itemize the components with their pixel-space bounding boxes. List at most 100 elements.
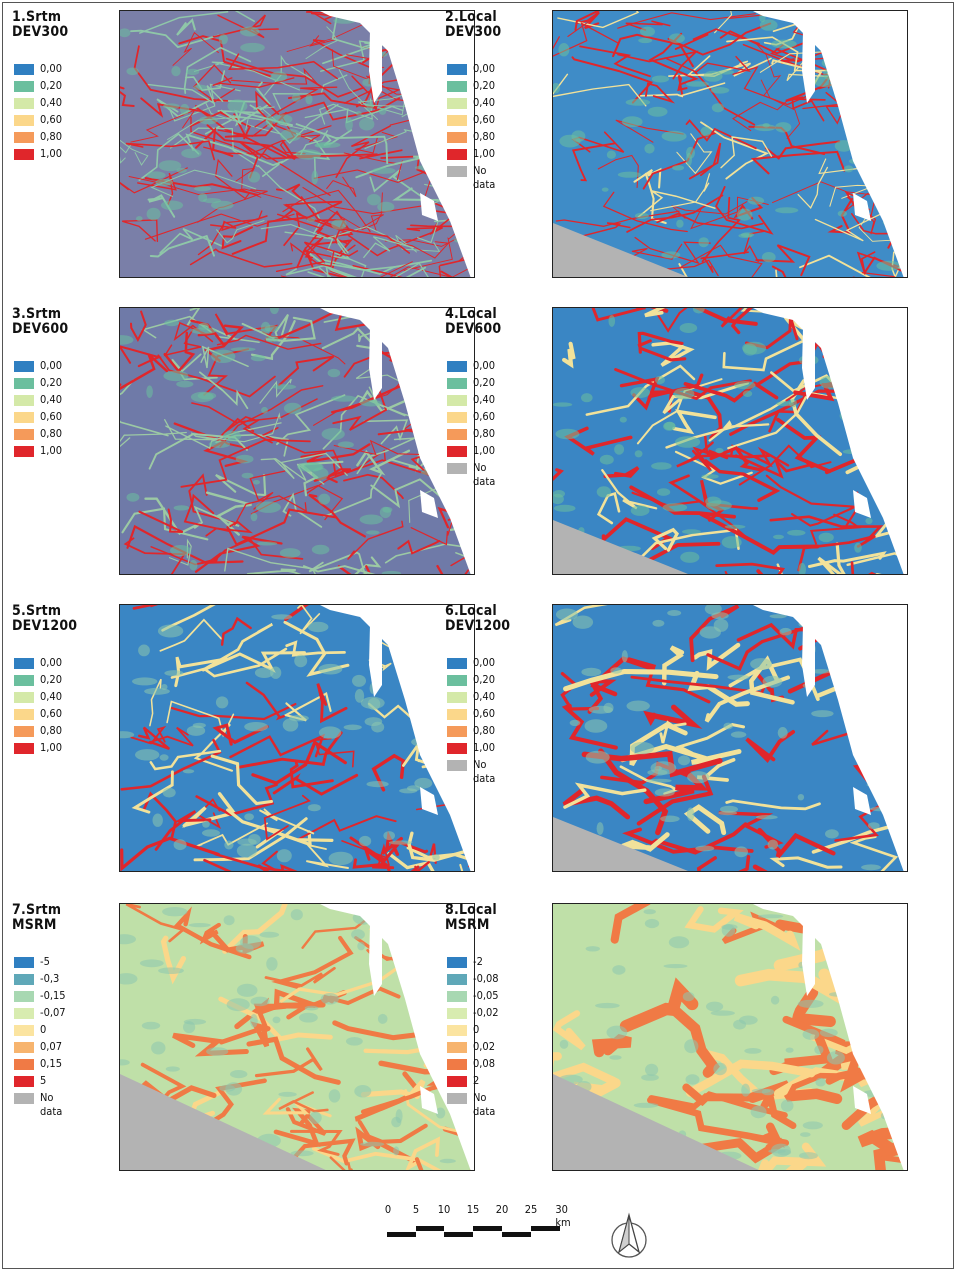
legend-label: 0: [40, 1023, 47, 1036]
legend-swatch: [447, 395, 467, 406]
legend-swatch: [447, 1093, 467, 1104]
panel-title: 7.Srtm MSRM: [12, 902, 62, 933]
legend-swatch: [14, 957, 34, 968]
legend-label: 1,00: [40, 741, 63, 754]
terrain-raster: [120, 605, 474, 871]
map-frame: [552, 604, 908, 872]
legend-label: 0,00: [40, 359, 63, 372]
legend-swatch: [447, 98, 467, 109]
legend-swatch: [14, 446, 34, 457]
legend-label: 0,20: [473, 673, 496, 686]
legend-swatch: [14, 726, 34, 737]
terrain-raster: [120, 11, 474, 277]
legend-swatch: [14, 378, 34, 389]
legend-swatch: [14, 1093, 34, 1104]
legend-label: 0,07: [40, 1040, 63, 1053]
legend-label: 0,60: [473, 410, 496, 423]
legend-swatch: [447, 361, 467, 372]
legend-label: 1,00: [40, 147, 63, 160]
legend-label: 0,40: [40, 393, 63, 406]
legend-label: -0,02: [473, 1006, 499, 1019]
legend-swatch: [447, 726, 467, 737]
legend-swatch: [447, 743, 467, 754]
no-data-area: [120, 1074, 326, 1170]
legend-swatch: [447, 692, 467, 703]
legend-label: 0,00: [473, 656, 496, 669]
legend-label: No data: [473, 1091, 496, 1118]
map-frame: [119, 307, 475, 575]
sea-area: [320, 308, 474, 574]
legend-swatch: [447, 115, 467, 126]
terrain-raster: [553, 605, 907, 871]
scale-label: 30 km: [555, 1203, 571, 1229]
legend-swatch: [447, 1042, 467, 1053]
panel-title: 4.Local DEV600: [445, 306, 502, 337]
legend-label: 0,60: [473, 113, 496, 126]
legend-label: 0,00: [40, 62, 63, 75]
terrain-raster: [553, 308, 907, 574]
legend-label: No data: [40, 1091, 63, 1118]
panel-title: 5.Srtm DEV1200: [12, 603, 78, 634]
sea-area: [753, 308, 907, 574]
legend-label: 0,00: [473, 359, 496, 372]
no-data-area: [553, 223, 688, 277]
legend-swatch: [447, 81, 467, 92]
legend-label: 0,20: [40, 673, 63, 686]
legend-swatch: [447, 132, 467, 143]
panel-title: 6.Local DEV1200: [445, 603, 511, 634]
legend-swatch: [447, 149, 467, 160]
legend-swatch: [447, 957, 467, 968]
legend-label: 0,80: [473, 130, 496, 143]
legend-label: 0,20: [40, 79, 63, 92]
legend-label: 0,00: [473, 62, 496, 75]
legend-swatch: [14, 743, 34, 754]
legend-swatch: [447, 658, 467, 669]
sea-area: [320, 605, 474, 871]
map-frame: [119, 10, 475, 278]
legend-swatch: [14, 132, 34, 143]
map-panel: 7.Srtm MSRM -5 -0,3 -0,15 -0,07 0 0,07 0,15 5 No …: [12, 903, 475, 1171]
scale-label: 25: [524, 1203, 538, 1216]
legend-swatch: [447, 463, 467, 474]
map-panel: 1.Srtm DEV300 0,00 0,20 0,40 0,60 0,80 1,00: [12, 10, 475, 278]
legend-label: 5: [40, 1074, 47, 1087]
map-frame: [552, 10, 908, 278]
legend-label: -0,3: [40, 972, 60, 985]
legend-swatch: [447, 166, 467, 177]
legend-label: 0,80: [40, 427, 63, 440]
legend-label: 0,00: [40, 656, 63, 669]
legend-swatch: [14, 675, 34, 686]
map-panel: 5.Srtm DEV1200 0,00 0,20 0,40 0,60 0,80 1,00: [12, 604, 475, 872]
scale-label: 15: [466, 1203, 480, 1216]
legend-swatch: [447, 1025, 467, 1036]
legend-label: 0,20: [473, 376, 496, 389]
legend-label: 0,02: [473, 1040, 496, 1053]
legend-label: No data: [473, 164, 496, 191]
sea-area: [320, 11, 474, 277]
legend-label: 0,80: [40, 130, 63, 143]
legend-swatch: [447, 1008, 467, 1019]
legend-swatch: [14, 115, 34, 126]
panel-title: 3.Srtm DEV600: [12, 306, 69, 337]
sea-area: [753, 11, 907, 277]
legend-swatch: [14, 709, 34, 720]
legend-label: 0,80: [40, 724, 63, 737]
legend-swatch: [14, 658, 34, 669]
scale-bar-graphic: [387, 1226, 560, 1237]
legend-swatch: [447, 378, 467, 389]
panel-title: 1.Srtm DEV300: [12, 9, 69, 40]
legend-label: -5: [40, 955, 50, 968]
legend-swatch: [14, 692, 34, 703]
legend-swatch: [447, 64, 467, 75]
legend-swatch: [14, 395, 34, 406]
legend-label: 2: [473, 1074, 480, 1087]
legend-label: -0,08: [473, 972, 499, 985]
legend-label: 0,40: [473, 690, 496, 703]
legend-swatch: [14, 1042, 34, 1053]
no-data-area: [553, 520, 688, 574]
sea-area: [753, 904, 907, 1170]
legend-label: 0,60: [40, 410, 63, 423]
map-panel: 4.Local DEV600 0,00 0,20 0,40 0,60 0,80 1,00 No…: [445, 307, 908, 575]
legend-swatch: [14, 361, 34, 372]
